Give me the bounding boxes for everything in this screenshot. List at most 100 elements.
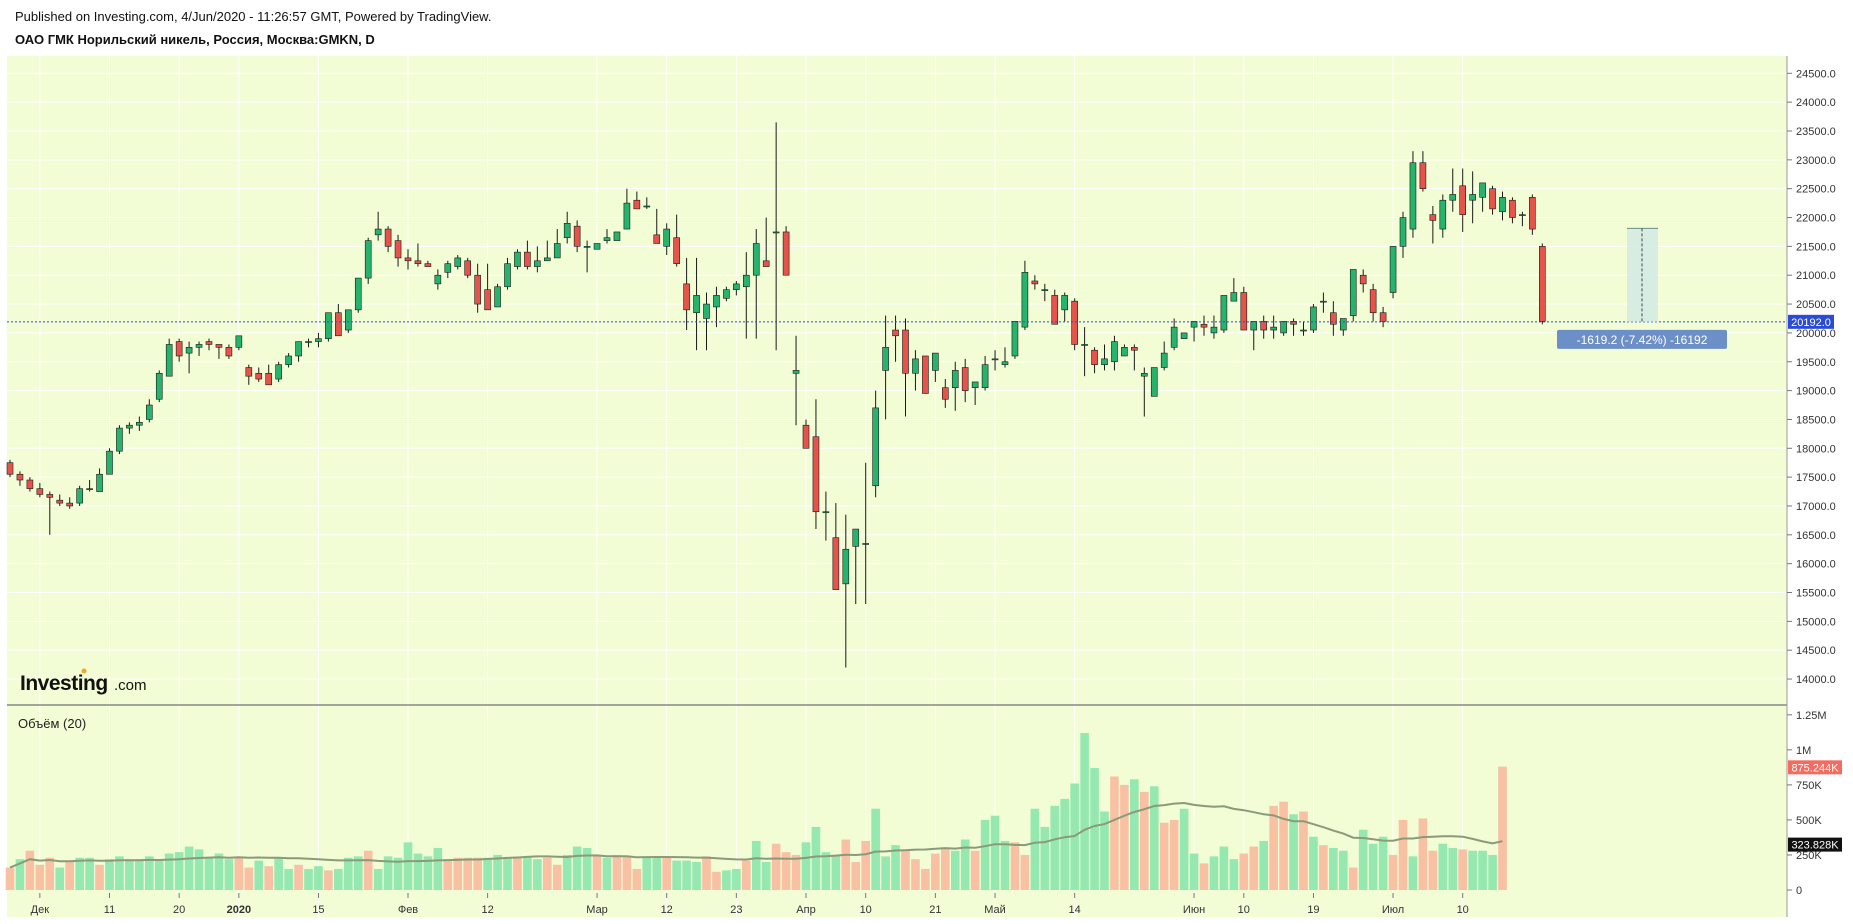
- candle: [1190, 321, 1198, 342]
- candle-body: [1111, 341, 1118, 363]
- candle: [86, 480, 93, 492]
- volume-bar: [1050, 805, 1060, 890]
- candle-body: [1051, 295, 1059, 325]
- candle-body: [1399, 217, 1407, 247]
- candle-body: [155, 372, 163, 400]
- candle-body: [752, 243, 760, 276]
- volume-bar: [1209, 856, 1219, 890]
- volume-bar: [751, 840, 761, 890]
- candle: [1539, 243, 1546, 325]
- candle-body: [534, 260, 541, 267]
- volume-bar: [821, 852, 831, 890]
- candle: [116, 425, 123, 455]
- candle-body: [1071, 300, 1078, 345]
- candle-body: [1539, 246, 1546, 322]
- candle: [742, 252, 750, 339]
- volume-bar: [453, 857, 463, 890]
- volume-bar: [234, 857, 244, 890]
- candle-body: [136, 422, 143, 426]
- candle: [703, 292, 710, 351]
- candle-body: [1280, 321, 1287, 334]
- candle: [1449, 168, 1457, 212]
- candle: [802, 419, 810, 449]
- candle: [504, 257, 511, 290]
- volume-bar: [602, 857, 612, 890]
- time-tick-label: 15: [312, 904, 324, 916]
- volume-tick-label: 250K: [1796, 850, 1822, 862]
- candle: [583, 240, 591, 273]
- candle: [1290, 318, 1297, 336]
- volume-bar: [35, 864, 45, 890]
- candle-body: [46, 494, 54, 498]
- candle: [1509, 197, 1516, 224]
- volume-bar: [373, 868, 383, 890]
- candle-body: [185, 347, 193, 354]
- volume-bar: [1159, 822, 1169, 890]
- volume-bar: [1030, 808, 1040, 890]
- candle-body: [802, 424, 810, 449]
- chart-background: [7, 56, 1787, 917]
- candle: [553, 229, 561, 259]
- time-tick-label: 19: [1307, 904, 1319, 916]
- candle-body: [812, 436, 820, 513]
- candle-body: [16, 473, 24, 481]
- candle-body: [1449, 194, 1457, 201]
- volume-bar: [1100, 811, 1109, 890]
- volume-bar: [1408, 856, 1418, 890]
- volume-bar: [145, 856, 154, 890]
- candle-body: [66, 502, 73, 507]
- candle: [1469, 171, 1476, 224]
- time-tick-label: 12: [481, 904, 493, 916]
- candle-body: [1150, 367, 1158, 397]
- price-tick-label: 20000.0: [1796, 328, 1836, 340]
- candle: [1061, 292, 1068, 322]
- logo-suffix: .com: [114, 677, 147, 694]
- candle: [444, 260, 452, 279]
- candle-body: [215, 344, 223, 348]
- candle: [902, 318, 909, 417]
- volume-bar: [1199, 863, 1209, 890]
- candle-body: [1529, 197, 1536, 230]
- candle-body: [1141, 372, 1148, 377]
- candle: [16, 471, 24, 486]
- candle: [1409, 151, 1417, 238]
- candle-body: [1260, 321, 1267, 331]
- candle: [543, 240, 551, 262]
- volume-bar: [363, 850, 373, 890]
- candle: [563, 211, 571, 244]
- candle: [981, 355, 989, 391]
- candle-body: [36, 488, 44, 495]
- volume-bar: [194, 849, 204, 890]
- candle: [514, 249, 521, 270]
- candle-body: [742, 274, 750, 288]
- volume-bar: [25, 850, 35, 890]
- volume-bar: [1348, 867, 1358, 890]
- volume-bar: [712, 871, 721, 890]
- candle-body: [175, 341, 183, 357]
- grid-lines: [7, 56, 1787, 917]
- volume-bar: [801, 842, 811, 890]
- volume-bar: [1438, 843, 1448, 890]
- volume-bar: [403, 842, 413, 890]
- candle: [653, 208, 661, 244]
- candle: [1240, 286, 1248, 331]
- candle-body: [912, 358, 919, 374]
- candle-body: [1011, 321, 1019, 357]
- candle: [872, 390, 879, 498]
- candle-body: [991, 358, 999, 361]
- candle-body: [733, 283, 740, 290]
- candle-body: [623, 202, 631, 230]
- volume-bar: [1259, 840, 1268, 890]
- price-tick-label: 19000.0: [1796, 386, 1836, 398]
- volume-bar: [791, 854, 801, 890]
- candle: [1121, 344, 1128, 357]
- volume-tick-label: 1M: [1796, 745, 1811, 757]
- candle: [1330, 301, 1337, 336]
- candle-body: [384, 228, 392, 247]
- candle-body: [195, 344, 203, 348]
- volume-bar: [1010, 842, 1020, 890]
- candle-body: [902, 329, 909, 374]
- time-tick-label: 10: [1238, 904, 1250, 916]
- candle-body: [842, 548, 850, 585]
